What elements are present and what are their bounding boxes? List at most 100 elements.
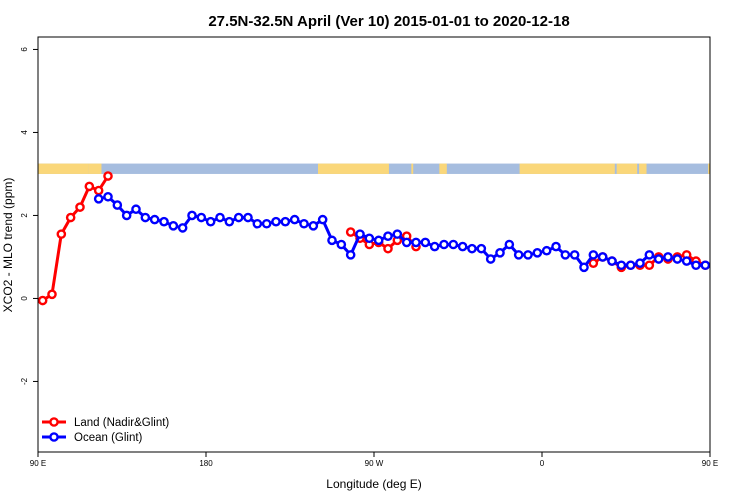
y-tick-label: -2 [20,377,29,385]
data-point [289,214,300,225]
data-point [121,210,132,221]
data-point [392,229,403,239]
data-point [448,239,459,250]
strip-land-segment [639,163,647,174]
data-point [373,235,384,246]
data-point [541,245,552,256]
data-point [215,212,225,223]
land-sea-strip [38,163,710,174]
data-point [65,212,76,223]
data-point [663,252,673,262]
x-tick-label: 90 E [30,459,46,468]
series-ocean [93,191,711,273]
data-point [355,229,365,239]
data-point [336,239,347,250]
data-point [597,252,608,262]
data-point [196,212,207,223]
y-tick-label: 2 [20,213,29,218]
strip-land-segment [374,163,389,174]
data-point [411,237,421,248]
data-point [700,260,711,271]
data-point [429,241,440,252]
data-point [56,229,67,239]
legend-marker [49,417,59,427]
data-point [607,256,617,266]
data-point [271,216,281,227]
data-point [560,250,571,260]
legend: Land (Nadir&Glint) Ocean (Glint) [42,417,169,444]
data-point [457,241,468,252]
data-point [364,233,375,244]
strip-land-segment [708,163,710,174]
strip-land-segment [318,163,374,174]
x-tick-label: 90 E [702,459,718,468]
data-point [383,243,393,254]
data-point [383,231,393,241]
data-point [504,239,515,250]
data-point [644,260,655,271]
strip-land-segment [519,163,615,174]
data-point [681,256,692,266]
data-point [439,239,449,250]
series-line [98,195,706,270]
y-axis: -2 0 2 4 6 [20,47,38,385]
data-point [149,214,160,225]
data-point [168,221,179,231]
data-point [84,181,95,192]
data-point [177,223,188,233]
data-point [233,212,244,223]
data-point [691,260,701,271]
data-point [532,247,543,258]
data-point [131,204,141,215]
y-tick-label: 4 [20,130,29,135]
chart-title: 27.5N-32.5N April (Ver 10) 2015-01-01 to… [208,13,569,30]
data-point [93,185,104,196]
data-point [252,218,263,229]
data-point [345,227,356,237]
strip-land-segment [88,163,102,174]
data-point [299,218,309,229]
data-point [224,216,235,227]
data-point [420,237,431,248]
data-point [644,250,655,260]
data-point [551,241,561,252]
data-point [467,243,477,254]
data-point [569,250,580,260]
strip-land-segment [616,163,638,174]
data-point [103,171,113,181]
data-point [308,221,319,231]
x-tick-label: 0 [540,459,545,468]
plot-series [37,171,711,306]
x-tick-label: 90 W [365,459,384,468]
data-point [140,212,151,223]
data-point [205,216,216,227]
data-point [327,235,337,246]
data-point [588,250,599,260]
y-tick-label: 0 [20,296,29,301]
legend-entry: Ocean (Glint) [42,432,143,444]
data-point [93,194,104,204]
data-point [401,237,412,248]
y-axis-label: XCO2 - MLO trend (ppm) [1,178,15,313]
legend-label: Land (Nadir&Glint) [74,417,169,429]
data-point [485,254,496,264]
legend-entry: Land (Nadir&Glint) [42,417,169,429]
data-point [103,191,113,202]
data-point [635,258,645,268]
data-point [523,250,533,260]
legend-label: Ocean (Glint) [74,432,143,444]
data-point [159,216,169,227]
strip-land-segment [411,163,414,174]
data-point [495,247,505,258]
data-point [345,250,356,260]
strip-land-segment [439,163,447,174]
x-axis-label: Longitude (deg E) [326,477,421,491]
strip-land-segment [38,163,89,174]
data-point [112,200,123,210]
data-point [47,289,57,300]
y-tick-label: 6 [20,47,29,52]
data-point [75,202,85,212]
data-point [513,250,524,260]
data-point [280,216,291,227]
